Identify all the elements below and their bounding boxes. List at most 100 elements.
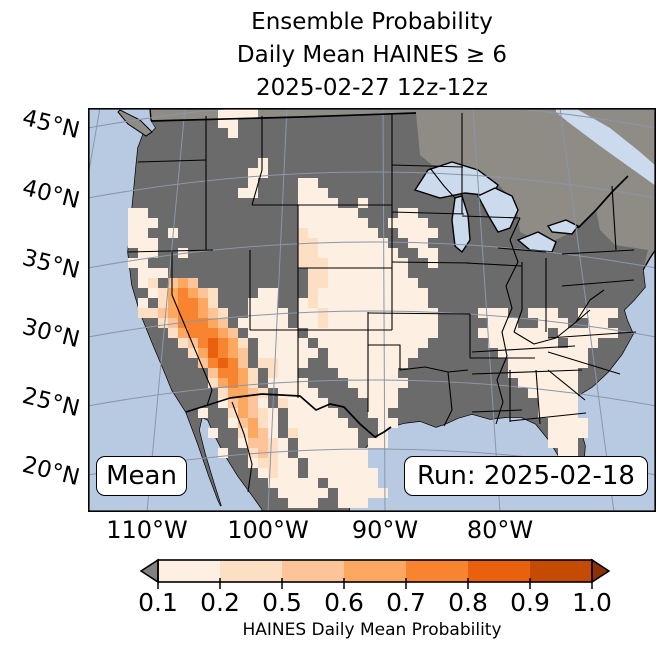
prob-cell — [558, 428, 568, 438]
prob-cell — [248, 318, 258, 328]
prob-cell — [268, 468, 278, 478]
prob-cell — [418, 328, 428, 338]
prob-cell — [428, 328, 438, 338]
prob-cell — [528, 358, 538, 368]
prob-cell — [248, 308, 258, 318]
prob-cell — [178, 328, 188, 338]
prob-cell — [358, 298, 368, 308]
prob-cell — [338, 228, 348, 238]
prob-cell — [318, 338, 328, 348]
prob-cell — [318, 398, 328, 408]
prob-cell — [598, 318, 608, 328]
prob-cell — [358, 258, 368, 268]
prob-cell — [358, 228, 368, 238]
prob-cell — [158, 318, 168, 328]
prob-cell — [418, 288, 428, 298]
prob-cell — [358, 478, 368, 488]
prob-cell — [408, 318, 418, 328]
prob-cell — [158, 298, 168, 308]
prob-cell — [408, 328, 418, 338]
prob-cell — [268, 298, 278, 308]
prob-cell — [148, 308, 158, 318]
prob-cell — [338, 308, 348, 318]
prob-cell — [338, 248, 348, 258]
prob-cell — [228, 358, 238, 368]
prob-cell — [508, 318, 518, 328]
prob-cell — [518, 328, 528, 338]
prob-cell — [528, 378, 538, 388]
prob-cell — [338, 348, 348, 358]
prob-cell — [528, 368, 538, 378]
probability-cells-layer — [128, 108, 618, 508]
prob-cell — [398, 228, 408, 238]
prob-cell — [288, 398, 298, 408]
prob-cell — [288, 338, 298, 348]
prob-cell — [308, 178, 318, 188]
prob-cell — [188, 308, 198, 318]
prob-cell — [318, 468, 328, 478]
prob-cell — [408, 218, 418, 228]
prob-cell — [578, 348, 588, 358]
prob-cell — [318, 448, 328, 458]
prob-cell — [328, 328, 338, 338]
colorbar-outline — [157, 559, 593, 583]
prob-cell — [188, 328, 198, 338]
prob-cell — [528, 388, 538, 398]
prob-cell — [328, 358, 338, 368]
prob-cell — [198, 338, 208, 348]
prob-cell — [518, 348, 528, 358]
prob-cell — [288, 408, 298, 418]
prob-cell — [238, 418, 248, 428]
prob-cell — [558, 348, 568, 358]
prob-cell — [418, 228, 428, 238]
prob-cell — [178, 278, 188, 288]
prob-cell — [308, 278, 318, 288]
prob-cell — [358, 218, 368, 228]
prob-cell — [408, 298, 418, 308]
prob-cell — [358, 198, 368, 208]
prob-cell — [248, 408, 258, 418]
prob-cell — [248, 448, 258, 458]
prob-cell — [418, 318, 428, 328]
prob-cell — [398, 258, 408, 268]
title-line-1: Ensemble Probability — [251, 9, 493, 35]
prob-cell — [248, 108, 258, 118]
prob-cell — [608, 308, 618, 318]
prob-cell — [208, 308, 218, 318]
prob-cell — [538, 308, 548, 318]
prob-cell — [308, 398, 318, 408]
prob-cell — [368, 318, 378, 328]
prob-cell — [348, 378, 358, 388]
prob-cell — [358, 388, 368, 398]
prob-cell — [318, 408, 328, 418]
prob-cell — [338, 288, 348, 298]
prob-cell — [348, 348, 358, 358]
prob-cell — [408, 288, 418, 298]
prob-cell — [348, 338, 358, 348]
prob-cell — [398, 358, 408, 368]
prob-cell — [338, 418, 348, 428]
prob-cell — [578, 308, 588, 318]
prob-cell — [338, 298, 348, 308]
prob-cell — [228, 398, 238, 408]
prob-cell — [298, 198, 308, 208]
prob-cell — [248, 178, 258, 188]
prob-cell — [308, 488, 318, 498]
prob-cell — [338, 368, 348, 378]
prob-cell — [238, 438, 248, 448]
prob-cell — [258, 388, 268, 398]
prob-cell — [388, 288, 398, 298]
prob-cell — [188, 278, 198, 288]
us-canada-border — [150, 112, 417, 122]
prob-cell — [368, 438, 378, 448]
prob-cell — [558, 358, 568, 368]
prob-cell — [368, 368, 378, 378]
lon-label-80w: 80°W — [466, 516, 534, 544]
prob-cell — [248, 368, 258, 378]
prob-cell — [208, 318, 218, 328]
statistic-badge: Mean — [96, 456, 187, 496]
prob-cell — [228, 128, 238, 138]
prob-cell — [488, 308, 498, 318]
prob-cell — [228, 328, 238, 338]
prob-cell — [258, 288, 268, 298]
